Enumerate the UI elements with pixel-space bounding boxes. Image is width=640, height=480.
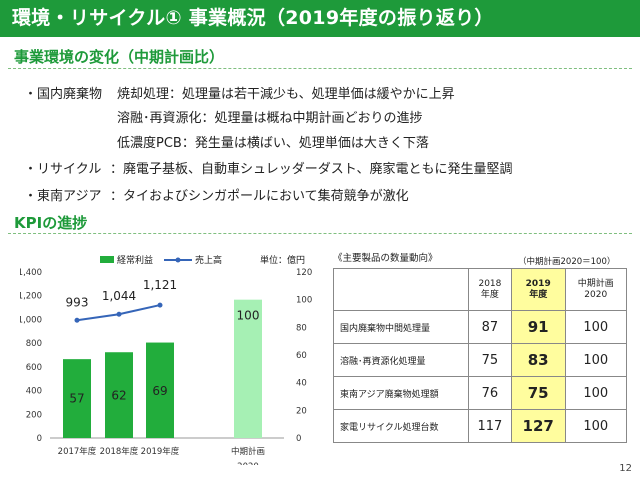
kpi-value-plan: 100 [565, 344, 626, 377]
kpi-value-2019: 127 [511, 410, 565, 443]
left-axis-tick-label: 200 [26, 410, 42, 420]
legend-line-label: 売上高 [195, 254, 222, 266]
env-row-text: 低濃度PCB：発生量は横ばい、処理単価は大きく下落 [117, 132, 429, 151]
env-section-heading: 事業環境の変化（中期計画比） [14, 46, 224, 67]
sales-value-label: 1,044 [102, 289, 136, 303]
kpi-table-note: （中期計画2020＝100） [518, 255, 615, 267]
left-axis-tick-label: 1,000 [20, 315, 42, 325]
left-axis-tick-label: 400 [26, 387, 42, 397]
kpi-table-caption: 《主要製品の数量動向》 [333, 250, 438, 264]
kpi-header-plan-label: 中期計画 2020 [578, 279, 614, 300]
kpi-value-2018: 75 [469, 344, 512, 377]
category-sub-label: 2020 [237, 462, 259, 465]
kpi-value-2019: 83 [511, 344, 565, 377]
env-row-category: ・東南アジア [24, 185, 101, 204]
kpi-header-2018-label: 2018 年度 [478, 279, 501, 300]
left-axis-tick-label: 0 [37, 434, 42, 444]
category-label: 2019年度 [141, 446, 180, 457]
sales-point [75, 318, 80, 323]
kpi-row-name: 家電リサイクル処理台数 [334, 410, 469, 443]
kpi-table: 2018 年度 2019 年度 中期計画 2020 国内廃棄物中間処理量 87 … [333, 268, 627, 443]
bar-value-label: 100 [237, 309, 260, 323]
legend-bar-swatch [100, 256, 114, 263]
category-label: 2018年度 [100, 446, 139, 457]
bar-value-label: 62 [111, 388, 126, 402]
right-axis-tick-label: 80 [296, 323, 307, 333]
kpi-header-2019: 2019 年度 [511, 269, 565, 311]
kpi-header-plan: 中期計画 2020 [565, 269, 626, 311]
kpi-value-2019: 75 [511, 377, 565, 410]
env-row-text: ：タイおよびシンガポールにおいて集荷競争が激化 [110, 185, 409, 204]
right-axis-tick-label: 120 [296, 268, 312, 278]
bar-value-label: 57 [69, 392, 84, 406]
right-axis-tick-label: 100 [296, 296, 312, 306]
sales-point [117, 312, 122, 317]
kpi-chart: 0 200 400 600 800 1,000 1,200 1,400 0 20 40 60 80 100… [20, 250, 340, 465]
left-axis-tick-label: 600 [26, 363, 42, 373]
sales-value-label: 993 [66, 295, 89, 309]
kpi-header-2019-label: 2019 年度 [526, 279, 551, 300]
kpi-value-2019: 91 [511, 311, 565, 344]
kpi-value-2018: 76 [469, 377, 512, 410]
right-axis-tick-label: 60 [296, 351, 307, 361]
kpi-section-heading: KPIの進捗 [14, 212, 87, 233]
right-axis-tick-label: 40 [296, 379, 307, 389]
category-label: 2017年度 [58, 446, 97, 457]
env-row-category: ・リサイクル [24, 158, 101, 177]
table-row: 溶融･再資源化処理量 75 83 100 [334, 344, 627, 377]
table-row: 東南アジア廃棄物処理額 76 75 100 [334, 377, 627, 410]
kpi-table-header-row: 2018 年度 2019 年度 中期計画 2020 [334, 269, 627, 311]
section-divider [8, 233, 632, 234]
kpi-header-blank [334, 269, 469, 311]
kpi-row-name: 溶融･再資源化処理量 [334, 344, 469, 377]
unit-label: 単位：億円 [260, 254, 305, 266]
kpi-value-2018: 117 [469, 410, 512, 443]
left-axis-tick-label: 1,400 [20, 268, 42, 278]
left-axis-tick-label: 800 [26, 339, 42, 349]
right-axis-tick-label: 20 [296, 406, 307, 416]
sales-point [158, 303, 163, 308]
legend-line-marker [176, 258, 181, 263]
table-row: 家電リサイクル処理台数 117 127 100 [334, 410, 627, 443]
category-label: 中期計画 [231, 446, 265, 457]
kpi-value-plan: 100 [565, 410, 626, 443]
legend-bar-label: 経常利益 [117, 254, 153, 266]
kpi-row-name: 東南アジア廃棄物処理額 [334, 377, 469, 410]
sales-value-label: 1,121 [143, 278, 177, 292]
page-number: 12 [619, 463, 632, 474]
kpi-value-plan: 100 [565, 377, 626, 410]
kpi-value-2018: 87 [469, 311, 512, 344]
section-divider [8, 68, 632, 69]
table-row: 国内廃棄物中間処理量 87 91 100 [334, 311, 627, 344]
slide-title: 環境・リサイクル① 事業概況（2019年度の振り返り） [0, 0, 640, 37]
env-row-text: 溶融･再資源化：処理量は概ね中期計画どおりの進捗 [117, 107, 423, 126]
left-axis-tick-label: 1,200 [20, 292, 42, 302]
bar-value-label: 69 [152, 384, 167, 398]
kpi-header-2018: 2018 年度 [469, 269, 512, 311]
right-axis-tick-label: 0 [296, 434, 301, 444]
env-row-category: ・国内廃棄物 [24, 83, 102, 102]
env-row-text: 焼却処理：処理量は若干減少も、処理単価は緩やかに上昇 [117, 83, 455, 102]
combo-chart-svg: 0 200 400 600 800 1,000 1,200 1,400 0 20 40 60 80 100… [20, 250, 340, 465]
kpi-value-plan: 100 [565, 311, 626, 344]
kpi-row-name: 国内廃棄物中間処理量 [334, 311, 469, 344]
env-row-text: ：廃電子基板、自動車シュレッダーダスト、廃家電ともに発生量堅調 [110, 158, 512, 177]
